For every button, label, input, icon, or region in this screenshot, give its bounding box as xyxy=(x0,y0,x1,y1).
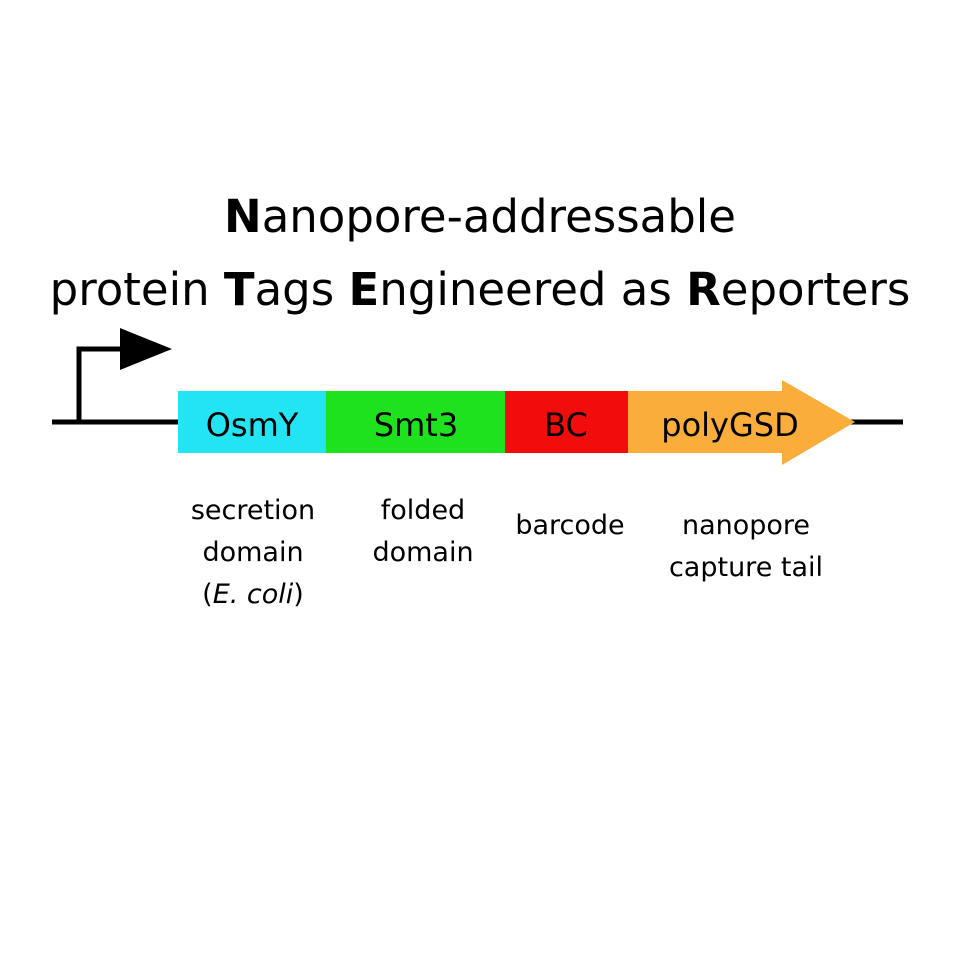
title-text-run: R xyxy=(686,263,721,316)
description-smt3-line2: domain xyxy=(372,537,474,568)
description-osmy: secretion domain (E. coli) xyxy=(173,490,333,616)
title-text-run: ngineered as xyxy=(379,263,687,316)
title-text-run: eporters xyxy=(720,263,911,316)
paren-open: ( xyxy=(202,579,213,610)
description-osmy-line2: domain xyxy=(202,537,304,568)
promoter-line xyxy=(76,346,135,422)
segment-bc-label: BC xyxy=(544,406,588,444)
segment-smt3-label: Smt3 xyxy=(374,406,458,444)
gene-construct-diagram: OsmY Smt3 BC polyGSD xyxy=(52,328,903,465)
segment-polygsd-label: polyGSD xyxy=(661,406,798,444)
promoter-arrow-icon xyxy=(120,328,172,370)
description-smt3: folded domain xyxy=(343,490,503,574)
title-text-run: protein xyxy=(49,263,224,316)
segment-smt3 xyxy=(326,391,505,453)
title-text-run: anopore-addressable xyxy=(261,190,736,243)
description-bc: barcode xyxy=(490,505,650,547)
title-text-run: T xyxy=(223,263,255,316)
title-text-run: N xyxy=(224,190,262,243)
segment-osmy xyxy=(178,391,326,453)
description-smt3-line1: folded xyxy=(380,495,466,526)
title-line-1: Nanopore-addressable xyxy=(0,192,960,242)
description-osmy-line3: (E. coli) xyxy=(173,574,333,616)
description-polygsd-line1: nanopore xyxy=(681,510,811,541)
segment-polygsd xyxy=(628,380,855,465)
description-bc-line1: barcode xyxy=(515,510,625,541)
organism-name: E. coli xyxy=(212,579,294,610)
description-polygsd: nanopore capture tail xyxy=(646,505,846,589)
description-polygsd-line2: capture tail xyxy=(668,552,824,583)
segment-osmy-label: OsmY xyxy=(206,406,299,444)
description-osmy-line1: secretion xyxy=(190,495,316,526)
title-text-run: E xyxy=(348,263,380,316)
segment-bc xyxy=(505,391,628,453)
paren-close: ) xyxy=(293,579,304,610)
title-line-2: protein Tags Engineered as Reporters xyxy=(0,265,960,315)
title-text-run: ags xyxy=(254,263,349,316)
